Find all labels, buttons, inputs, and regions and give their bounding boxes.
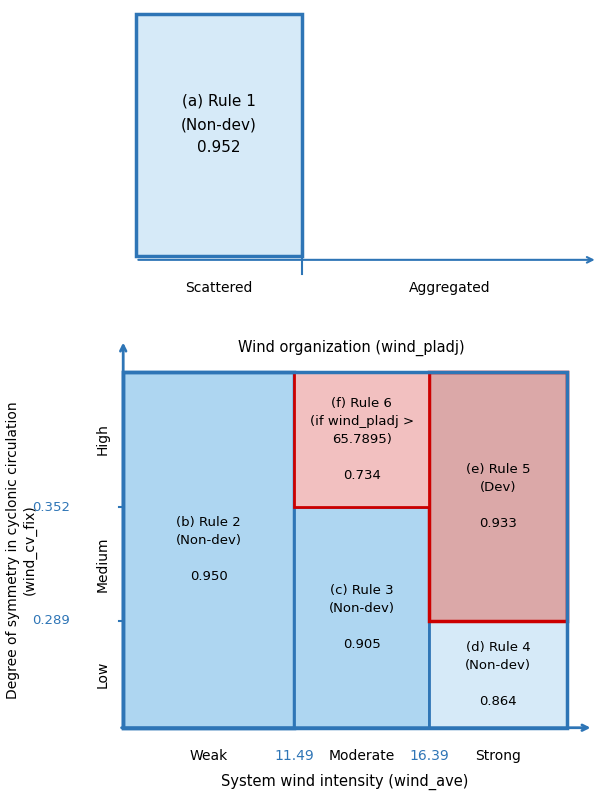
Text: (d) Rule 4
(Non-dev)

0.864: (d) Rule 4 (Non-dev) 0.864 bbox=[465, 641, 531, 708]
Bar bbox=[123, 372, 294, 728]
Text: (c) Rule 3
(Non-dev)

0.905: (c) Rule 3 (Non-dev) 0.905 bbox=[328, 584, 395, 651]
Text: Moderate: Moderate bbox=[328, 749, 395, 763]
Bar bbox=[294, 372, 429, 507]
Text: High: High bbox=[96, 423, 110, 456]
Text: Degree of symmetry in cyclonic circulation
(wind_cv_fix): Degree of symmetry in cyclonic circulati… bbox=[6, 401, 37, 698]
Bar bbox=[429, 621, 567, 728]
Text: Low: Low bbox=[96, 660, 110, 688]
Text: 16.39: 16.39 bbox=[410, 749, 449, 763]
Text: Strong: Strong bbox=[475, 749, 521, 763]
Text: 0.289: 0.289 bbox=[32, 615, 70, 627]
Text: (f) Rule 6
(if wind_pladj >
65.7895)

0.734: (f) Rule 6 (if wind_pladj > 65.7895) 0.7… bbox=[309, 397, 414, 482]
Text: System wind intensity (wind_ave): System wind intensity (wind_ave) bbox=[221, 774, 469, 790]
Text: 0.352: 0.352 bbox=[32, 501, 70, 513]
Text: (a) Rule 1
(Non-dev)
0.952: (a) Rule 1 (Non-dev) 0.952 bbox=[180, 93, 257, 156]
Text: (e) Rule 5
(Dev)

0.933: (e) Rule 5 (Dev) 0.933 bbox=[466, 463, 530, 530]
Text: Medium: Medium bbox=[96, 536, 110, 592]
Text: Scattered: Scattered bbox=[185, 281, 253, 295]
Text: Aggregated: Aggregated bbox=[409, 281, 490, 295]
Text: (b) Rule 2
(Non-dev)

0.950: (b) Rule 2 (Non-dev) 0.950 bbox=[176, 517, 241, 583]
Bar bbox=[429, 372, 567, 621]
Bar bbox=[136, 14, 302, 256]
Text: Weak: Weak bbox=[190, 749, 228, 763]
Text: 11.49: 11.49 bbox=[274, 749, 314, 763]
Text: Wind organization (wind_pladj): Wind organization (wind_pladj) bbox=[238, 340, 464, 356]
Bar bbox=[294, 507, 429, 728]
